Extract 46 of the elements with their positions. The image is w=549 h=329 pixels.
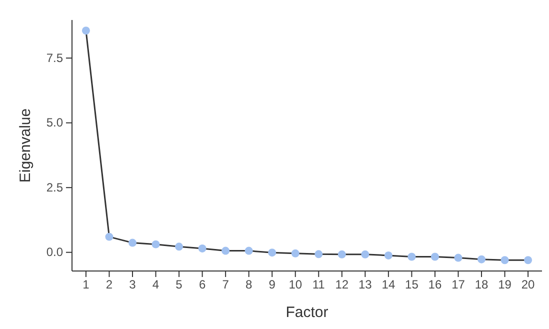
y-axis-title: Eigenvalue: [17, 108, 34, 183]
x-tick-label: 20: [521, 278, 536, 292]
x-tick-label: 4: [152, 278, 160, 292]
x-tick-label: 13: [358, 278, 372, 292]
x-tick-label: 16: [428, 278, 442, 292]
x-tick-label: 1: [82, 278, 90, 292]
point: [152, 240, 160, 248]
point: [198, 244, 206, 252]
point: [500, 256, 509, 264]
y-tick-label: 0.0: [46, 245, 64, 260]
x-tick-label: 7: [222, 278, 230, 292]
x-tick-label: 12: [335, 278, 349, 292]
point: [524, 256, 532, 264]
y-tick-label: 2.5: [46, 180, 64, 194]
y-tick-label: 7.5: [46, 50, 64, 65]
x-axis-title: Factor: [286, 304, 328, 321]
x-tick-label: 6: [198, 278, 206, 292]
point: [361, 250, 370, 258]
x-tick-label: 14: [382, 278, 396, 292]
point: [338, 250, 346, 258]
x-tick-label: 18: [474, 278, 488, 292]
x-tick-label: 19: [498, 278, 512, 292]
point: [384, 251, 392, 260]
x-tick-label: 2: [106, 278, 113, 292]
x-tick-label: 3: [129, 278, 136, 292]
point: [128, 238, 136, 247]
x-tick-label: 5: [176, 278, 183, 292]
point: [105, 232, 114, 241]
point: [268, 248, 276, 257]
x-tick-label: 9: [268, 278, 276, 292]
point: [408, 252, 416, 261]
x-tick-label: 8: [245, 278, 252, 292]
x-tick-label: 17: [452, 278, 466, 292]
point: [454, 254, 462, 262]
x-tick-label: 15: [405, 278, 419, 292]
point: [222, 246, 230, 255]
point: [478, 255, 486, 264]
point: [244, 246, 253, 255]
x-tick-label: 11: [312, 278, 326, 292]
y-tick-label: 5.0: [46, 116, 64, 130]
point: [82, 26, 90, 35]
point: [430, 252, 439, 261]
x-tick-label: 10: [288, 278, 302, 292]
point: [314, 250, 323, 258]
point: [291, 249, 300, 258]
point: [175, 242, 184, 251]
